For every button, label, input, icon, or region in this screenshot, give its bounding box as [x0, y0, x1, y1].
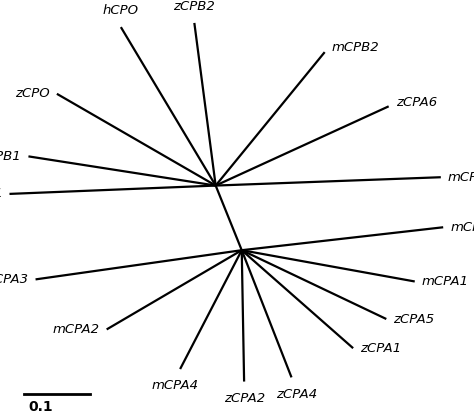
- Text: zCPB1: zCPB1: [0, 187, 2, 201]
- Text: mCPA1: mCPA1: [422, 275, 469, 288]
- Text: zCPA6: zCPA6: [396, 95, 437, 109]
- Text: zCPA1: zCPA1: [360, 342, 401, 355]
- Text: mCPB2: mCPB2: [332, 41, 379, 55]
- Text: 0.1: 0.1: [28, 399, 53, 414]
- Text: mCPA5: mCPA5: [450, 221, 474, 234]
- Text: hCPO: hCPO: [103, 4, 139, 17]
- Text: zCPO: zCPO: [15, 87, 50, 100]
- Text: mCPA2: mCPA2: [53, 323, 100, 336]
- Text: zCPA4: zCPA4: [276, 388, 317, 401]
- Text: zCPB2: zCPB2: [173, 0, 215, 13]
- Text: mCPA6: mCPA6: [448, 171, 474, 184]
- Text: mCPB1: mCPB1: [0, 150, 21, 163]
- Text: mCPA4: mCPA4: [152, 379, 199, 392]
- Text: zCPA5: zCPA5: [393, 312, 435, 326]
- Text: zCPA2: zCPA2: [224, 392, 264, 405]
- Text: mCPA3: mCPA3: [0, 273, 28, 286]
